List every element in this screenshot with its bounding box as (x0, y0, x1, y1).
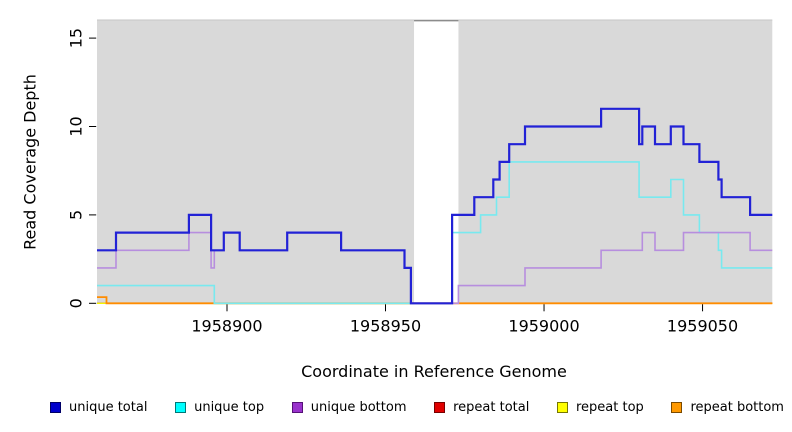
x-axis-label: Coordinate in Reference Genome (301, 362, 567, 381)
y-tick-label: 10 (67, 116, 86, 136)
legend-item-unique-bottom: unique bottom (291, 400, 407, 415)
y-tick-label: 0 (67, 298, 86, 308)
legend-label: unique top (194, 400, 265, 415)
legend-label: unique bottom (310, 400, 407, 415)
legend-label: repeat top (576, 400, 644, 415)
legend-item-repeat-total: repeat total (434, 400, 529, 415)
legend: unique total unique top unique bottom re… (50, 400, 784, 415)
repeat-bottom-swatch-icon (671, 402, 683, 413)
unique-top-swatch-icon (175, 402, 187, 413)
repeat-total-swatch-icon (434, 402, 446, 413)
legend-label: unique total (69, 400, 148, 415)
x-tick-label: 1958950 (350, 316, 421, 335)
x-tick-label: 1959050 (667, 316, 738, 335)
unique-total-swatch-icon (50, 402, 61, 413)
legend-item-unique-top: unique top (175, 400, 264, 415)
repeat-top-swatch-icon (557, 402, 568, 413)
unique-bottom-swatch-icon (291, 402, 303, 413)
legend-label: repeat bottom (690, 400, 784, 415)
series-line-unique-total (97, 107, 773, 305)
x-tick-label: 1959000 (508, 316, 579, 335)
y-tick-label: 5 (67, 210, 86, 220)
legend-label: repeat total (453, 400, 530, 415)
plot-svg: 1958900 1958950 1959000 1959050 0 5 10 15 (67, 19, 773, 335)
x-tick-label: 1958900 (191, 316, 262, 335)
legend-item-repeat-bottom: repeat bottom (671, 400, 784, 415)
y-axis-label: Read Coverage Depth (20, 74, 40, 250)
legend-item-repeat-top: repeat top (557, 400, 644, 415)
y-tick-label: 15 (67, 28, 86, 48)
legend-item-unique-total: unique total (50, 400, 147, 415)
